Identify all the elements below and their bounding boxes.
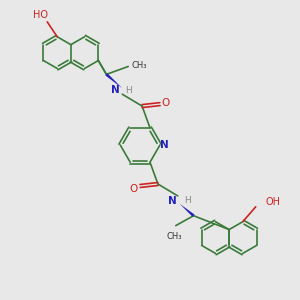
Text: N: N — [168, 196, 177, 206]
Polygon shape — [105, 73, 122, 88]
Text: OH: OH — [266, 197, 280, 207]
Text: HO: HO — [33, 10, 48, 20]
Text: CH₃: CH₃ — [166, 232, 182, 241]
Polygon shape — [180, 204, 195, 217]
Text: O: O — [129, 184, 137, 194]
Text: CH₃: CH₃ — [131, 61, 147, 70]
Text: N: N — [160, 140, 169, 150]
Text: N: N — [110, 85, 119, 95]
Text: O: O — [162, 98, 170, 108]
Text: H: H — [184, 196, 190, 205]
Text: H: H — [125, 86, 132, 95]
